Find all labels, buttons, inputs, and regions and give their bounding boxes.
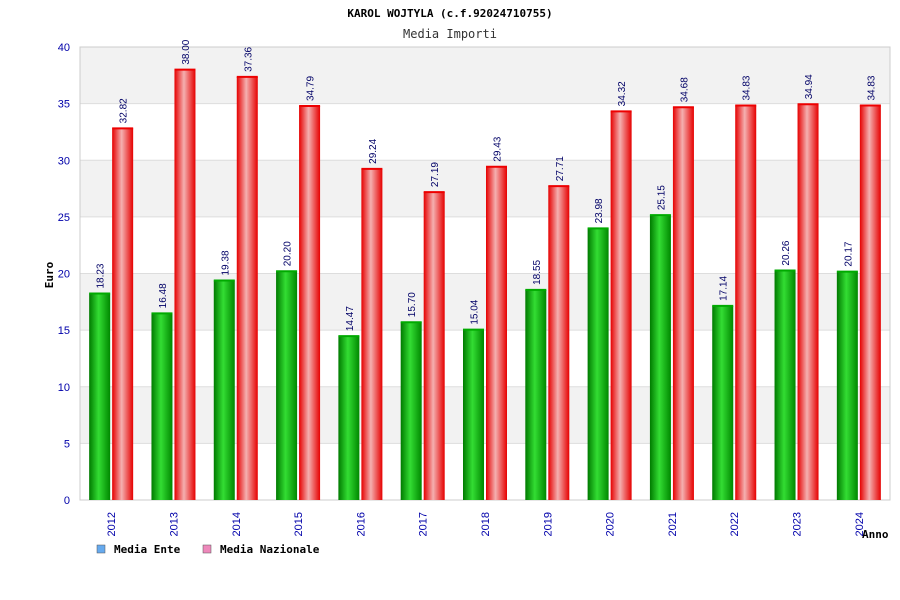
y-tick-label: 20 xyxy=(58,269,70,281)
y-tick-label: 40 xyxy=(58,42,70,54)
x-tick-label: 2019 xyxy=(542,512,554,536)
bar-media-ente-2024 xyxy=(836,271,858,500)
bar-media-ente-2015 xyxy=(276,271,298,500)
y-tick-label: 35 xyxy=(58,99,70,111)
data-label: 20.26 xyxy=(781,240,792,265)
y-axis: 0 5 10 15 20 25 30 35 40 xyxy=(58,42,70,507)
bar-media-ente-2019 xyxy=(525,289,547,500)
bar-media-ente-2014 xyxy=(213,280,235,500)
data-label: 34.32 xyxy=(617,81,628,106)
x-tick-label: 2022 xyxy=(729,512,741,536)
legend: Media Ente Media Nazionale xyxy=(96,543,320,556)
bar-media-ente-2020 xyxy=(587,228,609,500)
bar-media-nazionale-2013 xyxy=(174,69,196,501)
grid-band xyxy=(80,47,890,104)
y-tick-label: 10 xyxy=(58,382,70,394)
bar-media-nazionale-2015 xyxy=(299,106,321,501)
legend-swatch xyxy=(96,544,106,554)
bar-media-nazionale-2012 xyxy=(112,128,134,500)
bar-media-nazionale-2014 xyxy=(236,76,258,500)
y-tick-label: 0 xyxy=(64,495,70,507)
y-tick-label: 15 xyxy=(58,325,70,337)
data-label: 27.19 xyxy=(430,162,441,187)
bar-media-nazionale-2017 xyxy=(423,192,445,501)
x-tick-label: 2021 xyxy=(667,512,679,536)
bar-media-ente-2017 xyxy=(400,322,422,500)
data-label: 17.14 xyxy=(719,275,730,300)
x-tick-label: 2018 xyxy=(480,512,492,536)
y-tick-label: 25 xyxy=(58,212,70,224)
grid-band xyxy=(80,160,890,217)
data-label: 16.48 xyxy=(158,283,169,308)
bar-media-nazionale-2022 xyxy=(735,105,757,501)
x-tick-label: 2014 xyxy=(231,512,243,536)
data-label: 14.47 xyxy=(345,306,356,331)
data-label: 15.04 xyxy=(470,299,481,324)
y-tick-label: 30 xyxy=(58,155,70,167)
data-label: 38.00 xyxy=(181,39,192,64)
bar-media-nazionale-2023 xyxy=(797,104,819,500)
bar-media-ente-2021 xyxy=(649,215,671,500)
bar-media-ente-2023 xyxy=(774,270,796,500)
data-label: 20.17 xyxy=(843,241,854,266)
plot-border xyxy=(79,46,891,501)
bars: 18.23 32.82 16.48 38.00 19.38 37.36 20.20 34.79… xyxy=(89,39,881,501)
data-label: 23.98 xyxy=(594,198,605,223)
plot-background xyxy=(79,46,891,501)
x-axis: 2012 2013 2014 2015 2016 2017 2018 2019 2020 2021… xyxy=(106,512,866,536)
x-tick-label: 2023 xyxy=(792,512,804,536)
data-label: 19.38 xyxy=(220,250,231,275)
x-tick-label: 2015 xyxy=(293,512,305,536)
x-tick-label: 2016 xyxy=(355,512,367,536)
bar-media-ente-2022 xyxy=(712,305,734,500)
x-axis-title: Anno xyxy=(862,528,889,541)
grid-band xyxy=(80,386,890,444)
data-label: 29.24 xyxy=(368,138,379,163)
y-tick-label: 5 xyxy=(64,438,70,450)
bar-media-ente-2016 xyxy=(338,336,360,500)
chart-title: KAROL WOJTYLA (c.f.92024710755) xyxy=(347,7,552,20)
x-tick-label: 2020 xyxy=(605,512,617,536)
data-label: 34.83 xyxy=(742,75,753,100)
bar-media-nazionale-2021 xyxy=(672,107,694,501)
y-axis-title: Euro xyxy=(43,261,56,288)
legend-swatch xyxy=(202,544,212,554)
data-label: 25.15 xyxy=(656,185,667,210)
legend-label: Media Nazionale xyxy=(220,543,320,556)
data-label: 34.94 xyxy=(804,74,815,99)
x-tick-label: 2017 xyxy=(418,512,430,536)
x-tick-label: 2013 xyxy=(168,512,180,536)
data-label: 37.36 xyxy=(243,46,254,71)
data-label: 27.71 xyxy=(555,156,566,181)
bar-media-nazionale-2024 xyxy=(859,105,881,501)
x-tick-label: 2012 xyxy=(106,512,118,536)
data-label: 18.55 xyxy=(532,259,543,284)
bar-media-nazionale-2018 xyxy=(486,166,507,500)
bar-media-ente-2012 xyxy=(89,293,111,500)
data-label: 18.23 xyxy=(96,263,107,288)
bar-media-ente-2013 xyxy=(151,313,173,500)
bar-media-ente-2018 xyxy=(463,329,484,500)
grid-band xyxy=(80,273,890,331)
data-label: 34.68 xyxy=(679,77,690,102)
data-label: 34.79 xyxy=(306,76,317,101)
legend-label: Media Ente xyxy=(114,543,181,556)
chart-subtitle: Media Importi xyxy=(403,27,497,41)
data-label: 29.43 xyxy=(493,136,504,161)
x-tick-label: 2024 xyxy=(854,512,866,536)
data-label: 15.70 xyxy=(407,292,418,317)
data-label: 34.83 xyxy=(866,75,877,100)
bar-media-nazionale-2020 xyxy=(610,111,632,501)
bar-media-nazionale-2019 xyxy=(548,186,570,500)
bar-media-nazionale-2016 xyxy=(361,168,383,500)
data-label: 20.20 xyxy=(283,241,294,266)
data-label: 32.82 xyxy=(119,98,130,123)
